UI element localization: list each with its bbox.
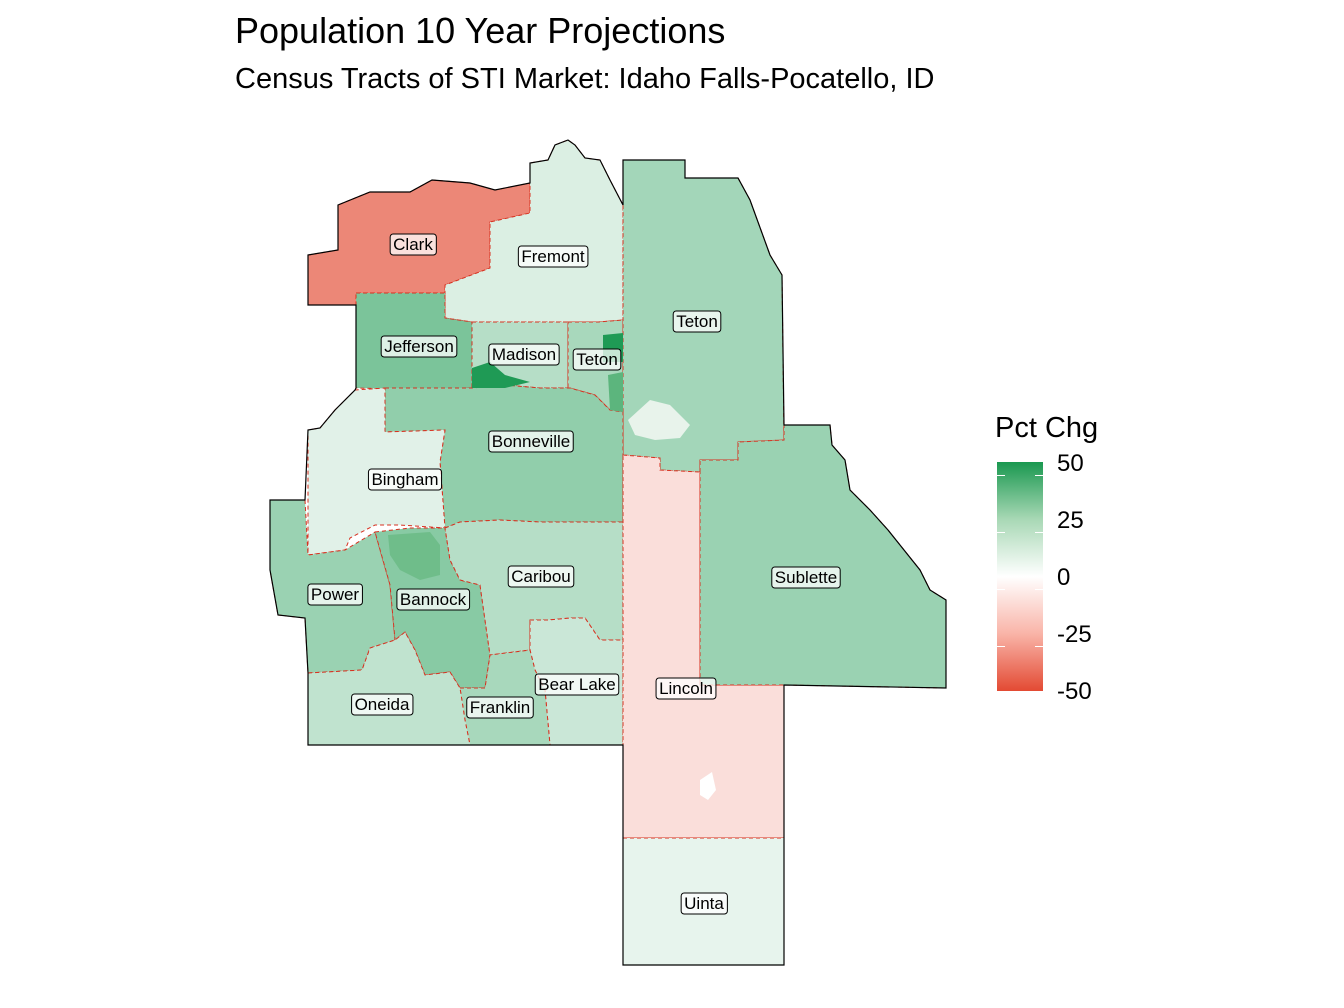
county-label-text: Bingham xyxy=(371,470,438,489)
county-label-uinta: Uinta xyxy=(680,892,728,915)
county-label-oneida: Oneida xyxy=(351,693,414,716)
county-label-text: Jefferson xyxy=(384,337,454,356)
county-label-text: Uinta xyxy=(684,894,724,913)
county-label-box xyxy=(572,348,622,371)
county-label-madison: Madison xyxy=(488,343,560,366)
county-label-box xyxy=(367,468,443,491)
legend: Pct Chg 50 25 0 -25 -50 xyxy=(995,412,1155,712)
county-label-box xyxy=(307,583,363,606)
county-label-box xyxy=(488,430,574,453)
county-label-box xyxy=(655,677,717,700)
legend-tick-label: 25 xyxy=(1057,507,1084,534)
county-label-box xyxy=(507,565,575,588)
county-label-jefferson: Jefferson xyxy=(380,335,458,358)
county-fremont[interactable] xyxy=(444,139,624,323)
county-label-text: Franklin xyxy=(470,698,530,717)
county-label-lincoln: Lincoln xyxy=(655,677,717,700)
county-label-text: Fremont xyxy=(521,247,585,266)
county-label-box xyxy=(351,693,414,716)
county-label-text: Lincoln xyxy=(659,679,713,698)
county-label-fremont: Fremont xyxy=(517,245,589,268)
county-label-box xyxy=(771,566,841,589)
county-label-box xyxy=(672,310,722,333)
legend-tickmark xyxy=(1035,475,1043,476)
county-oneida[interactable] xyxy=(307,631,471,746)
legend-tickmark xyxy=(1035,532,1043,533)
county-label-bear-lake: Bear Lake xyxy=(534,673,620,696)
county-label-box xyxy=(466,696,534,719)
tract-highlight xyxy=(472,362,530,388)
county-label-bannock: Bannock xyxy=(396,588,471,611)
county-labels: Clark Fremont Jefferson Madison Teton Teton Bo… xyxy=(307,233,841,915)
legend-tickmark xyxy=(1035,589,1043,590)
legend-tickmark xyxy=(997,646,1005,647)
county-label-text: Sublette xyxy=(775,568,837,587)
legend-tickmark xyxy=(997,475,1005,476)
legend-color-bar xyxy=(997,462,1043,691)
legend-tickmark xyxy=(997,532,1005,533)
county-label-power: Power xyxy=(307,583,363,606)
county-label-text: Clark xyxy=(393,235,433,254)
legend-tick-label: 50 xyxy=(1057,450,1084,477)
county-label-box xyxy=(517,245,589,268)
county-label-box xyxy=(488,343,560,366)
tract-highlight xyxy=(388,532,440,580)
county-label-box xyxy=(680,892,728,915)
tract-highlight xyxy=(628,400,690,440)
county-label-teton: Teton xyxy=(572,348,622,371)
tract-highlight xyxy=(700,772,716,800)
county-label-text: Teton xyxy=(576,350,618,369)
county-label-sublette: Sublette xyxy=(771,566,841,589)
county-label-box xyxy=(380,335,458,358)
map-title: Population 10 Year Projections xyxy=(235,10,726,51)
county-label-text: Teton xyxy=(676,312,718,331)
county-label-bingham: Bingham xyxy=(367,468,443,491)
tract-highlight xyxy=(608,372,623,412)
legend-tickmark xyxy=(997,589,1005,590)
county-label-text: Caribou xyxy=(511,567,571,586)
legend-tick-label: -25 xyxy=(1057,621,1092,648)
county-label-box xyxy=(534,673,620,696)
county-label-franklin: Franklin xyxy=(466,696,534,719)
county-label-text: Power xyxy=(311,585,360,604)
county-label-text: Bear Lake xyxy=(538,675,616,694)
county-label-bonneville: Bonneville xyxy=(488,430,574,453)
county-label-text: Madison xyxy=(492,345,556,364)
market-outline xyxy=(269,139,947,966)
county-label-text: Oneida xyxy=(355,695,410,714)
county-label-clark: Clark xyxy=(389,233,437,256)
legend-tick-label: 0 xyxy=(1057,564,1071,591)
legend-title: Pct Chg xyxy=(995,412,1099,444)
county-label-box xyxy=(389,233,437,256)
county-label-text: Bonneville xyxy=(492,432,570,451)
legend-tickmark xyxy=(1035,646,1043,647)
county-label-text: Bannock xyxy=(400,590,467,609)
county-label-box xyxy=(396,588,471,611)
county-label-teton: Teton xyxy=(672,310,722,333)
map-subtitle: Census Tracts of STI Market: Idaho Falls… xyxy=(235,63,935,95)
county-label-caribou: Caribou xyxy=(507,565,575,588)
legend-tick-label: -50 xyxy=(1057,678,1092,705)
